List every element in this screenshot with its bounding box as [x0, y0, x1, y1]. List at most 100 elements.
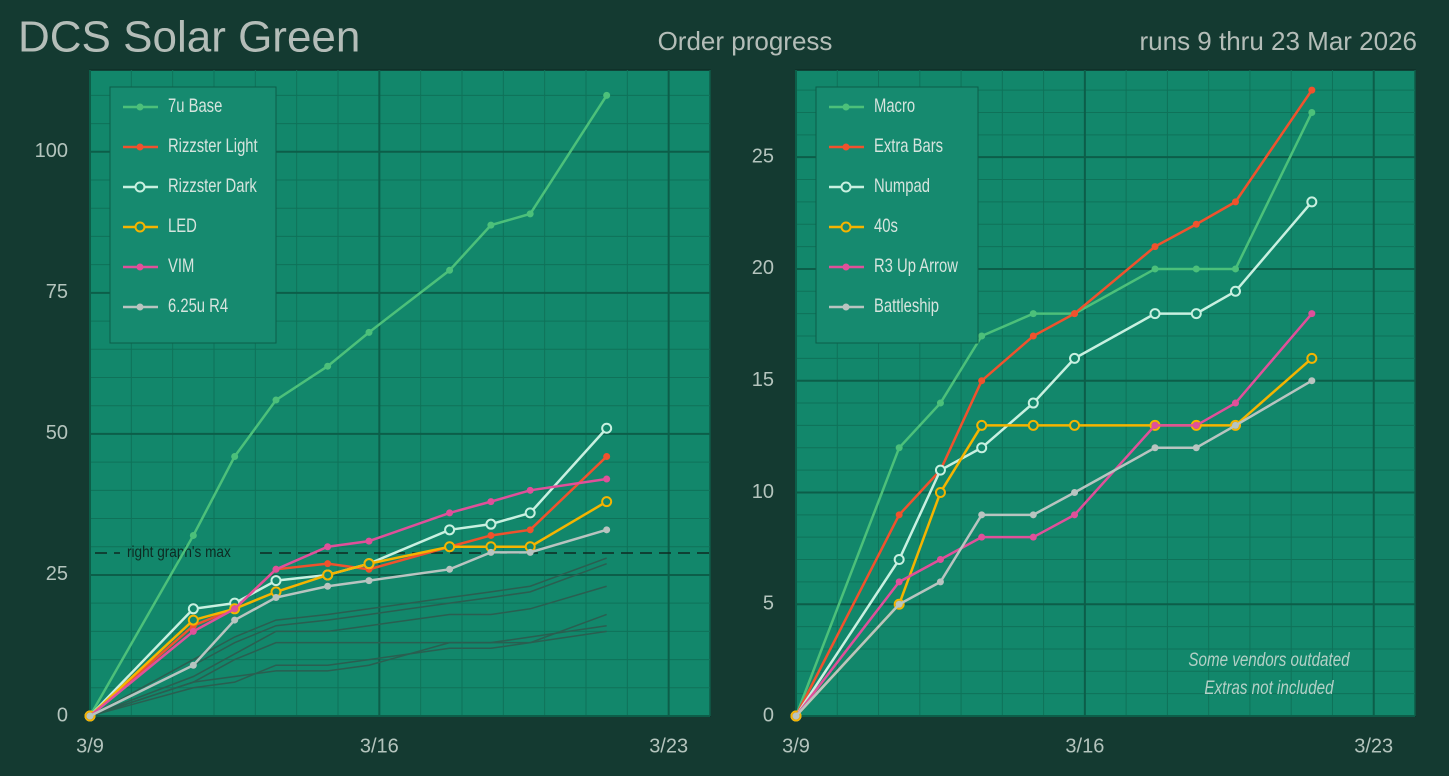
data-point	[189, 531, 197, 539]
x-tick-label: 3/16	[360, 735, 399, 757]
data-point	[324, 362, 332, 370]
data-point	[1071, 488, 1079, 496]
data-point	[792, 712, 800, 720]
data-point	[934, 464, 946, 476]
y-tick-label: 25	[46, 563, 68, 585]
data-point	[487, 498, 495, 506]
legend-marker	[840, 181, 852, 193]
legend-label: LED	[168, 215, 197, 236]
data-point	[895, 578, 903, 586]
series-line	[795, 312, 1313, 717]
data-point	[1192, 220, 1200, 228]
data-point	[526, 548, 534, 556]
legend-marker	[136, 143, 144, 151]
series-line	[89, 613, 607, 717]
annotation: Extras not included	[1204, 676, 1334, 698]
series-line	[794, 89, 1313, 717]
data-point	[1231, 198, 1239, 206]
data-point	[187, 603, 199, 615]
data-point	[1308, 310, 1316, 318]
data-point	[976, 419, 988, 431]
data-point	[603, 452, 611, 460]
data-point	[1192, 265, 1200, 273]
data-point	[272, 396, 280, 404]
x-tick-label: 3/23	[1354, 735, 1393, 757]
legend-label: VIM	[168, 255, 194, 276]
data-point	[1029, 533, 1037, 541]
series-line	[794, 201, 1313, 717]
data-point	[978, 332, 986, 340]
data-point	[1151, 421, 1159, 429]
data-point	[1308, 108, 1316, 116]
date-range: runs 9 thru 23 Mar 2026	[1140, 26, 1418, 56]
data-point	[365, 328, 373, 336]
data-point	[231, 452, 239, 460]
y-tick-label: 100	[35, 140, 68, 162]
reference-label: right graph's max	[127, 544, 231, 561]
series-line	[89, 528, 608, 718]
data-point	[1308, 377, 1316, 385]
data-point	[1306, 352, 1318, 364]
y-tick-label: 20	[752, 257, 774, 279]
data-point	[936, 578, 944, 586]
legend-label: Rizzster Dark	[168, 175, 257, 196]
data-point	[322, 569, 334, 581]
data-point	[603, 475, 611, 483]
legend-label: 6.25u R4	[168, 295, 228, 316]
legend-label: Extra Bars	[874, 135, 943, 156]
series-line	[89, 455, 608, 717]
y-tick-label: 5	[763, 593, 774, 615]
legend-box	[815, 86, 979, 344]
series-line	[88, 94, 608, 717]
data-point	[444, 541, 456, 553]
data-point	[895, 444, 903, 452]
data-point	[1229, 285, 1241, 297]
y-tick-label: 75	[46, 281, 68, 303]
data-point	[485, 518, 497, 530]
data-point	[978, 533, 986, 541]
data-point	[893, 554, 905, 566]
data-point	[1231, 399, 1239, 407]
data-point	[934, 486, 946, 498]
data-point	[1069, 419, 1081, 431]
legend-marker	[842, 143, 850, 151]
legend-label: Rizzster Light	[168, 135, 258, 156]
legend-marker	[136, 303, 144, 311]
data-point	[895, 511, 903, 519]
data-point	[1151, 265, 1159, 273]
data-point	[603, 526, 611, 534]
series-line	[89, 624, 607, 717]
data-point	[1027, 419, 1039, 431]
series-line	[89, 585, 607, 717]
y-tick-label: 0	[763, 704, 774, 726]
data-point	[487, 531, 495, 539]
legend-marker	[840, 221, 852, 233]
data-point	[976, 442, 988, 454]
data-point	[446, 565, 454, 573]
x-tick-label: 3/16	[1065, 735, 1104, 757]
data-point	[1029, 511, 1037, 519]
data-point	[272, 594, 280, 602]
data-point	[1231, 421, 1239, 429]
annotation: Some vendors outdated	[1188, 648, 1351, 670]
data-point	[1069, 352, 1081, 364]
y-tick-label: 0	[57, 704, 68, 726]
data-point	[189, 661, 197, 669]
series-line	[89, 557, 607, 717]
legend-marker	[842, 263, 850, 271]
data-point	[363, 558, 375, 570]
data-point	[1151, 444, 1159, 452]
data-point	[86, 712, 94, 720]
legend-marker	[136, 263, 144, 271]
legend-box	[109, 86, 277, 344]
data-point	[526, 486, 534, 494]
y-tick-label: 25	[752, 145, 774, 167]
legend-label: Numpad	[874, 175, 930, 196]
data-point	[446, 266, 454, 274]
data-point	[526, 526, 534, 534]
page-title: DCS Solar Green	[18, 13, 360, 62]
x-tick-label: 3/23	[649, 735, 688, 757]
data-point	[1231, 265, 1239, 273]
